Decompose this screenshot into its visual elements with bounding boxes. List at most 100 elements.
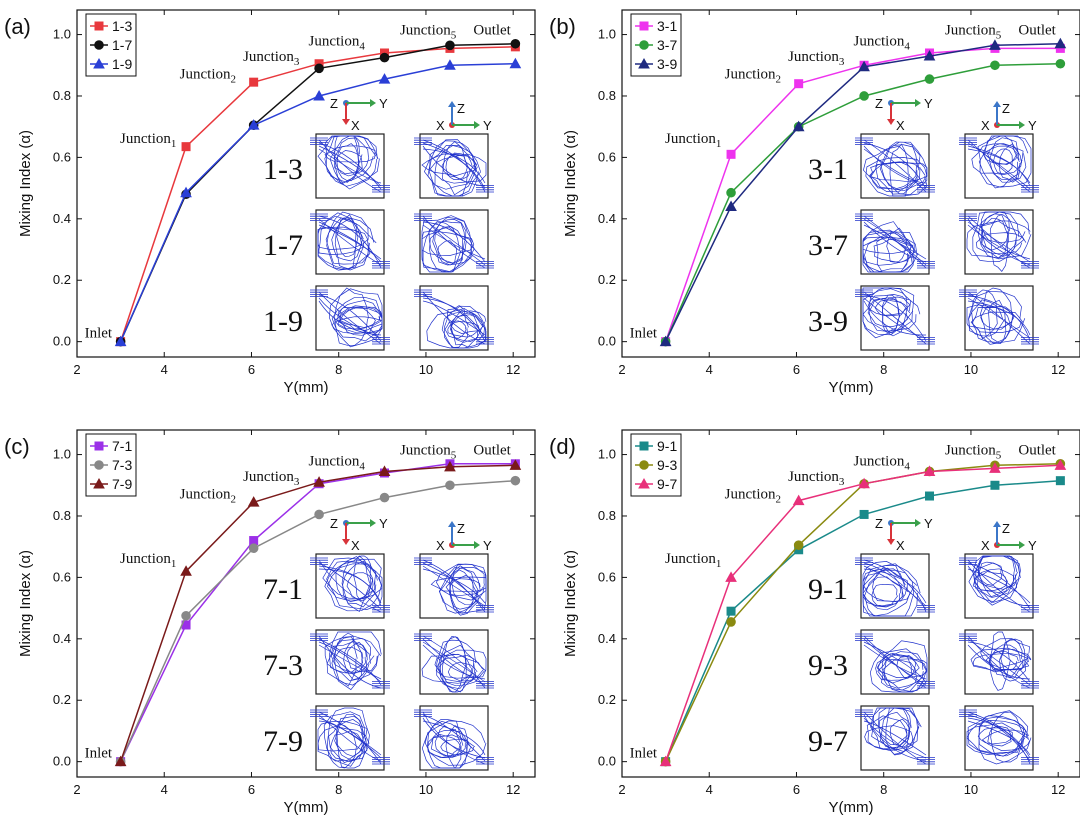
- streamline: [889, 143, 910, 197]
- junction1-annotation-subscript: 1: [171, 138, 177, 150]
- streamline: [318, 221, 382, 263]
- junction1-annotation-word: Junction: [120, 551, 171, 567]
- junction5-annotation: Junction5: [945, 22, 1002, 41]
- streamline: [971, 143, 1024, 175]
- plot-frame: [76, 429, 536, 778]
- streamline: [422, 142, 486, 190]
- streamline: [422, 221, 486, 263]
- z-arrowhead: [993, 101, 1001, 107]
- axis-label-y: Y: [379, 96, 388, 111]
- junction3-annotation-word: Junction: [243, 49, 294, 65]
- streamline: [449, 569, 474, 614]
- data-point: [444, 59, 456, 70]
- y-tick-label: 0.8: [53, 508, 71, 523]
- legend-label-1-9: 1-9: [112, 56, 132, 72]
- streamline: [329, 631, 382, 682]
- inset-label-9-1: 9-1: [808, 573, 848, 606]
- streamline: [863, 635, 927, 689]
- streamline: [437, 240, 458, 266]
- streamline: [325, 211, 371, 265]
- streamline: [863, 569, 918, 602]
- streamline: [864, 563, 915, 617]
- streamline: [337, 306, 383, 328]
- streamline: [430, 729, 469, 757]
- axis-label-z: Z: [1002, 521, 1010, 536]
- inset-frame: [860, 705, 930, 771]
- streamline: [977, 211, 1032, 260]
- axis-label-z: Z: [875, 96, 883, 111]
- streamline: [422, 562, 486, 610]
- streamline: [318, 148, 382, 184]
- y-tick-label: 0.6: [53, 569, 71, 584]
- x-tick-label: 8: [880, 362, 887, 377]
- junction2-annotation-subscript: 2: [231, 493, 237, 505]
- data-point: [726, 617, 736, 627]
- streamline: [422, 714, 486, 762]
- streamline: [863, 145, 927, 187]
- data-point: [859, 509, 869, 519]
- inlet-annotation: Inlet: [85, 326, 113, 342]
- legend-marker: [639, 441, 649, 451]
- streamline: [869, 648, 928, 693]
- legend-marker: [94, 441, 104, 451]
- streamline: [317, 212, 375, 271]
- inset-label-1-9: 1-9: [263, 305, 303, 338]
- streamline: [422, 635, 486, 689]
- streamline: [334, 719, 366, 762]
- streamline: [447, 661, 478, 682]
- legend-marker: [93, 57, 105, 69]
- data-point: [114, 335, 127, 347]
- chart-panel-1: 2 4 6 8 10 120.00.20.40.60.81.0Y(mm)Mixing In…: [549, 9, 1080, 396]
- data-point: [249, 536, 259, 546]
- data-point: [314, 509, 324, 520]
- junction2-annotation-word: Junction: [725, 486, 776, 502]
- streamline: [868, 294, 911, 316]
- axis-label-x: X: [436, 118, 445, 133]
- legend: 9-1 9-3 9-7: [630, 433, 682, 497]
- streamline: [863, 644, 927, 680]
- streamline: [446, 310, 487, 334]
- streamline: [341, 555, 371, 613]
- y-tick-label: 1.0: [598, 447, 616, 462]
- x-axis-label: Y(mm): [284, 799, 329, 816]
- axis-label-y: Y: [924, 96, 933, 111]
- streamline: [1000, 639, 1024, 679]
- streamline: [989, 137, 1023, 183]
- junction5-annotation-word: Junction: [400, 442, 451, 458]
- x-tick-label: 6: [248, 782, 255, 797]
- y-arrowhead: [915, 519, 921, 527]
- series-1-9: [114, 57, 522, 347]
- streamline: [863, 291, 927, 345]
- streamline: [318, 638, 382, 686]
- streamline: [967, 720, 1031, 756]
- streamline: [440, 738, 476, 756]
- junction4-annotation-subscript: 4: [359, 461, 365, 473]
- streamline: [863, 300, 927, 336]
- streamline: [421, 653, 485, 684]
- data-point: [990, 480, 1000, 490]
- x-arrowhead: [887, 539, 895, 545]
- streamline: [990, 214, 1010, 272]
- streamline: [863, 720, 927, 756]
- data-point: [181, 142, 191, 152]
- y-tick-label: 1.0: [598, 27, 616, 42]
- legend-label-3-9: 3-9: [657, 56, 677, 72]
- x-tick-label: 2: [618, 362, 625, 377]
- streamline: [967, 221, 1031, 263]
- axis-label-x: X: [896, 538, 905, 553]
- junction4-annotation: Junction4: [309, 454, 366, 473]
- streamline: [869, 162, 928, 183]
- streamline: [863, 294, 927, 342]
- streamline: [422, 300, 486, 336]
- streamline: [436, 639, 477, 690]
- data-point: [509, 459, 522, 470]
- streamline: [441, 305, 487, 349]
- series-7-9: [114, 459, 522, 767]
- junction3-annotation: Junction3: [788, 469, 845, 488]
- data-point: [659, 335, 672, 347]
- inlet-annotation: Inlet: [630, 326, 658, 342]
- data-point: [445, 480, 455, 491]
- axis-label-x: X: [896, 118, 905, 133]
